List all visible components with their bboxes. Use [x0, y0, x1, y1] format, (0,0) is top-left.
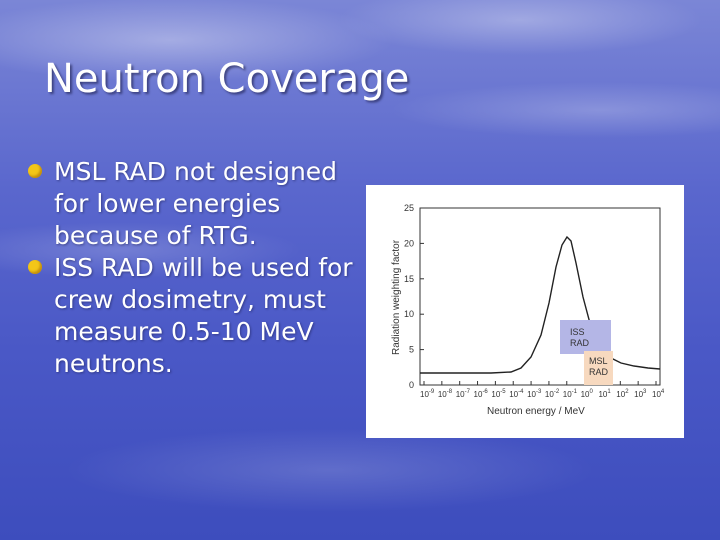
x-tick-label: 100 [581, 389, 594, 399]
bullet-item: MSL RAD not designed for lower energies … [28, 156, 358, 252]
x-tick-label: 10-8 [438, 389, 453, 399]
bullet-text: ISS RAD will be used for crew dosimetry,… [54, 253, 353, 378]
x-ticks: 10-9 10-8 10-7 10-6 10-5 10-4 10-3 10-2 10-1 100 1… [420, 381, 665, 399]
x-tick-label: 10-9 [420, 389, 435, 399]
x-tick-label: 10-1 [563, 389, 578, 399]
y-tick-label: 10 [404, 309, 414, 319]
msl-rad-label: RAD [589, 367, 609, 377]
slide-title: Neutron Coverage [44, 56, 410, 102]
msl-rad-label: MSL [589, 356, 608, 366]
x-tick-label: 10-3 [527, 389, 542, 399]
y-tick-label: 25 [404, 203, 414, 213]
x-tick-label: 104 [652, 389, 665, 399]
bullet-dot-icon [28, 164, 42, 178]
msl-rad-box [584, 351, 613, 385]
bullet-text: MSL RAD not designed for lower energies … [54, 157, 338, 250]
y-tick-label: 20 [404, 238, 414, 248]
weighting-factor-figure: 0 5 10 15 20 25 10-9 10-8 10-7 10-6 10-5 10-4 10-3 1… [366, 185, 684, 438]
y-ticks: 0 5 10 15 20 25 [404, 203, 424, 390]
weighting-curve [420, 235, 661, 374]
plot-frame [419, 207, 661, 386]
bullet-item: ISS RAD will be used for crew dosimetry,… [28, 252, 358, 380]
x-tick-label: 101 [598, 389, 611, 399]
x-tick-label: 10-4 [509, 389, 524, 399]
bullet-list: MSL RAD not designed for lower energies … [28, 156, 358, 380]
iss-rad-label: RAD [570, 338, 590, 348]
x-tick-label: 10-7 [456, 389, 471, 399]
x-tick-label: 102 [616, 389, 629, 399]
y-tick-label: 0 [409, 380, 414, 390]
x-tick-label: 103 [634, 389, 647, 399]
bullet-dot-icon [28, 260, 42, 274]
iss-rad-label: ISS [570, 327, 585, 337]
x-tick-label: 10-5 [491, 389, 506, 399]
x-axis-label: Neutron energy / MeV [487, 406, 585, 417]
y-axis-label: Radiation weighting factor [391, 239, 402, 355]
iss-rad-box [560, 320, 611, 354]
x-tick-label: 10-2 [545, 389, 560, 399]
x-tick-label: 10-6 [474, 389, 489, 399]
y-tick-label: 15 [404, 274, 414, 284]
y-tick-label: 5 [409, 345, 414, 355]
